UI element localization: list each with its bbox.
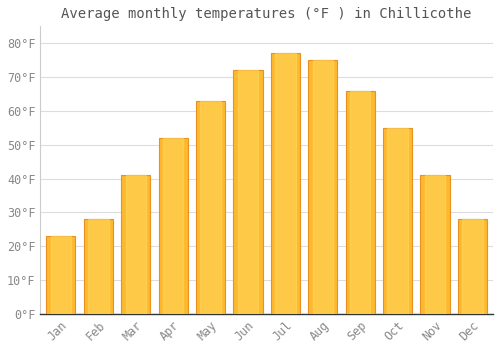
Bar — [383, 128, 412, 314]
Bar — [88, 219, 108, 314]
Bar — [163, 138, 184, 314]
Bar — [196, 101, 225, 314]
Bar — [462, 219, 482, 314]
Bar — [308, 60, 338, 314]
Bar — [312, 60, 333, 314]
Bar — [458, 219, 487, 314]
Bar — [425, 175, 446, 314]
Bar — [238, 70, 258, 314]
Bar — [121, 175, 150, 314]
Bar — [420, 175, 450, 314]
Bar — [50, 236, 71, 314]
Title: Average monthly temperatures (°F ) in Chillicothe: Average monthly temperatures (°F ) in Ch… — [62, 7, 472, 21]
Bar — [350, 91, 370, 314]
Bar — [200, 101, 221, 314]
Bar — [388, 128, 408, 314]
Bar — [84, 219, 113, 314]
Bar — [271, 53, 300, 314]
Bar — [126, 175, 146, 314]
Bar — [346, 91, 375, 314]
Bar — [234, 70, 262, 314]
Bar — [158, 138, 188, 314]
Bar — [46, 236, 76, 314]
Bar — [275, 53, 295, 314]
